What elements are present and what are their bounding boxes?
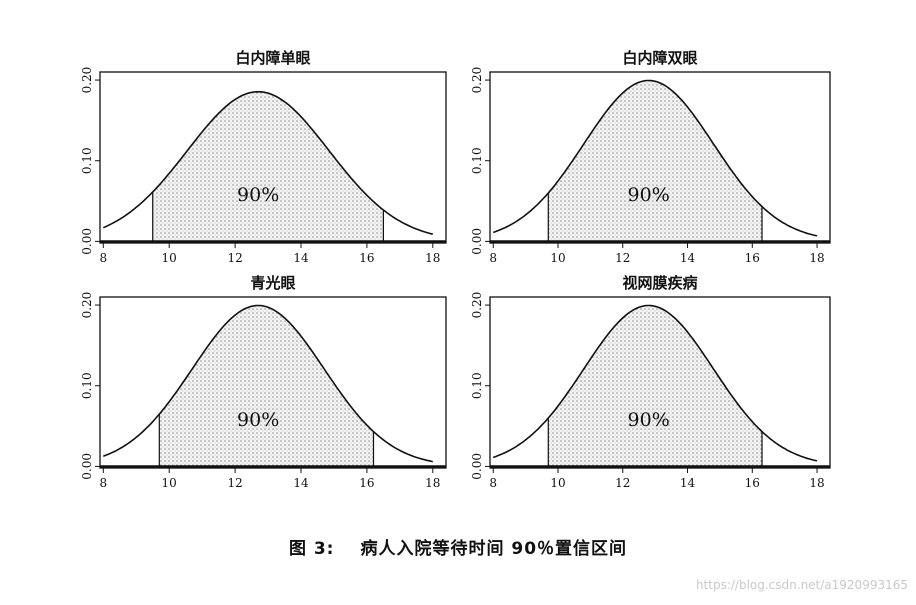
x-tick-label: 12: [615, 476, 630, 490]
x-tick-label: 8: [99, 476, 107, 490]
plot-frame: [489, 71, 831, 244]
density-curve: [492, 304, 818, 462]
interval-area: [548, 305, 762, 467]
x-tick-label: 10: [162, 251, 177, 265]
x-tick-label: 8: [99, 251, 107, 265]
y-tick-label: 0.00: [80, 228, 94, 255]
x-tick-label: 16: [745, 251, 760, 265]
y-tick-label: 0.10: [80, 147, 94, 174]
x-tick-label: 14: [680, 251, 696, 265]
x-tick-label: 12: [227, 476, 242, 490]
interval-area: [159, 305, 374, 467]
chart-panel-4: 8 10 12 14 16 18 0.00 0.10 0.20 视网膜疾病 90%: [470, 274, 831, 490]
figure-caption: 图 3: 病人入院等待时间 90％置信区间: [0, 534, 916, 559]
x-tick-label: 10: [550, 251, 565, 265]
x-tick-label: 16: [359, 476, 374, 490]
x-tick-label: 18: [425, 476, 440, 490]
panel-title: 视网膜疾病: [622, 274, 697, 292]
y-tick-label: 0.10: [80, 372, 94, 399]
chart-panel-1: 8 10 12 14 16 18 0.00 0.10 0.20 白内障单眼 90%: [80, 49, 447, 265]
x-tick-label: 14: [293, 476, 309, 490]
density-curve: [492, 79, 818, 237]
x-tick-label: 18: [809, 251, 824, 265]
y-tick-label: 0.00: [80, 453, 94, 480]
plot-frame: [99, 296, 447, 469]
x-tick-label: 18: [425, 251, 440, 265]
y-tick-label: 0.20: [470, 292, 484, 319]
interval-label: 90%: [628, 184, 670, 206]
plot-frame: [99, 71, 447, 244]
y-tick-label: 0.20: [470, 67, 484, 94]
interval-label: 90%: [628, 409, 670, 431]
y-tick-label: 0.00: [470, 228, 484, 255]
x-tick-label: 12: [615, 251, 630, 265]
x-tick-label: 14: [293, 251, 309, 265]
y-tick-label: 0.10: [470, 147, 484, 174]
watermark: https://blog.csdn.net/a1920993165: [695, 578, 908, 592]
y-tick-label: 0.20: [80, 292, 94, 319]
density-curve: [103, 304, 433, 463]
interval-area: [548, 80, 762, 242]
x-tick-label: 16: [745, 476, 760, 490]
y-tick-label: 0.00: [470, 453, 484, 480]
x-tick-label: 18: [809, 476, 824, 490]
x-tick-label: 8: [489, 476, 497, 490]
x-tick-label: 10: [162, 476, 177, 490]
chart-panel-3: 8 10 12 14 16 18 0.00 0.10 0.20 青光眼 90%: [80, 274, 447, 490]
density-curve: [102, 90, 433, 235]
y-tick-label: 0.10: [470, 372, 484, 399]
plot-frame: [489, 296, 831, 469]
caption-text: 病人入院等待时间 90％置信区间: [360, 539, 628, 559]
chart-panel-2: 8 10 12 14 16 18 0.00 0.10 0.20 白内障双眼 90%: [470, 49, 831, 265]
y-tick-label: 0.20: [80, 67, 94, 94]
x-tick-label: 12: [227, 251, 242, 265]
panel-title: 白内障双眼: [622, 49, 697, 67]
interval-area: [152, 91, 384, 242]
x-tick-label: 14: [680, 476, 696, 490]
panel-title: 白内障单眼: [235, 49, 310, 67]
caption-number: 图 3:: [288, 539, 335, 559]
x-tick-label: 10: [550, 476, 565, 490]
x-tick-label: 16: [359, 251, 374, 265]
interval-label: 90%: [237, 409, 279, 431]
panel-title: 青光眼: [250, 274, 295, 292]
x-tick-label: 8: [489, 251, 497, 265]
interval-label: 90%: [237, 184, 279, 206]
